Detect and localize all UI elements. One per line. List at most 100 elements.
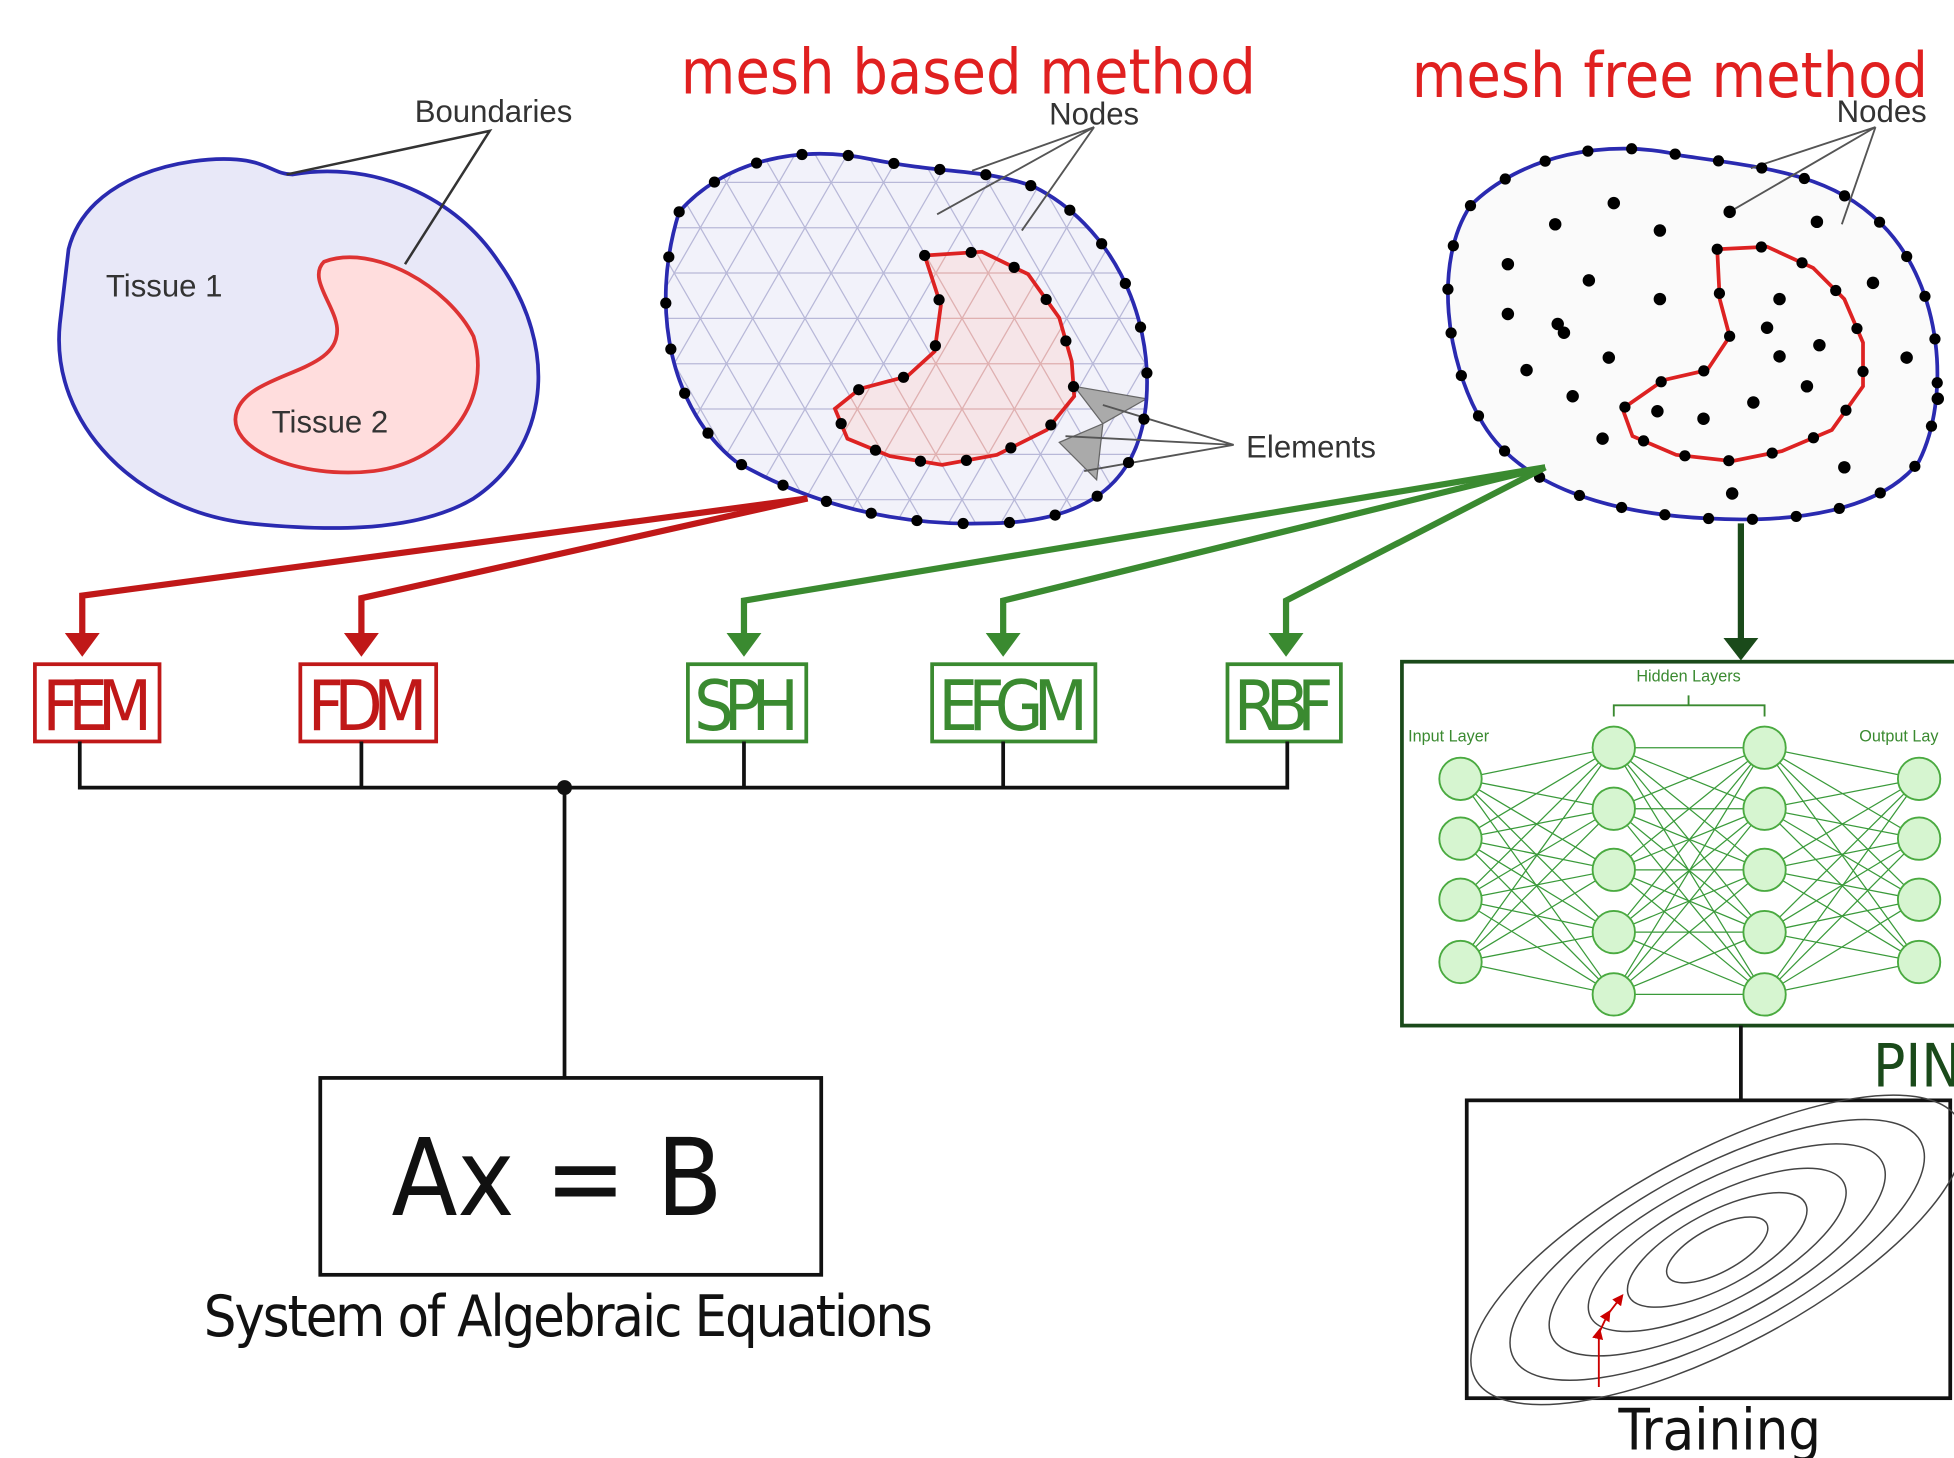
mesh-edge <box>856 318 885 365</box>
mesh-edge <box>752 408 780 455</box>
node <box>1003 516 1016 529</box>
node <box>1723 205 1736 219</box>
node <box>919 249 931 262</box>
mesh-edge <box>1250 364 1276 409</box>
method-box <box>686 662 809 744</box>
connection <box>1613 808 1766 995</box>
mesh-edge <box>700 545 726 590</box>
mesh-edge <box>727 545 753 590</box>
method: SPH <box>694 666 799 747</box>
node <box>1049 509 1061 521</box>
mesh-edge <box>882 227 911 274</box>
mesh-edge <box>778 153 806 183</box>
mesh-edge <box>648 182 674 227</box>
node <box>1447 240 1459 252</box>
mesh-edge <box>1119 137 1145 182</box>
mesh-edge <box>882 318 911 365</box>
node <box>1929 333 1941 345</box>
mesh-edge <box>1013 318 1042 365</box>
mesh-edge <box>752 318 780 365</box>
mesh-edge <box>699 182 728 229</box>
mesh-edge <box>961 408 989 455</box>
node <box>1712 155 1725 167</box>
mesh-edge <box>1144 153 1148 183</box>
mesh-edge <box>1066 318 1094 365</box>
mesh-edge <box>1013 363 1042 410</box>
mesh-edge <box>1171 182 1197 227</box>
mesh-edge <box>1144 272 1148 319</box>
connection <box>1460 747 1615 901</box>
mesh-edge <box>1093 137 1119 182</box>
mesh-edge <box>622 228 648 273</box>
mesh-edge <box>725 408 754 455</box>
label: Hidden Layers <box>1636 668 1740 686</box>
node <box>1851 322 1863 335</box>
node <box>960 454 973 467</box>
mesh-edge <box>1224 318 1250 363</box>
node <box>842 149 854 162</box>
junction <box>557 780 572 796</box>
mesh-edge <box>1198 318 1224 363</box>
label: Output Lay <box>1859 727 1939 745</box>
neuron <box>1742 725 1787 770</box>
nodes <box>660 143 1945 530</box>
node <box>702 427 714 439</box>
node <box>673 206 685 218</box>
mesh-edge <box>673 272 701 319</box>
mesh-edge <box>778 408 806 455</box>
node <box>1756 162 1768 174</box>
mesh-edge <box>1250 273 1276 318</box>
method: EFGM <box>938 666 1088 747</box>
mesh-edge <box>961 318 989 365</box>
neuron <box>1896 877 1942 922</box>
leader <box>1729 126 1877 225</box>
node <box>853 384 865 396</box>
mesh-edge <box>1040 363 1068 410</box>
neuron <box>1896 756 1942 801</box>
mesh-edge <box>1092 272 1120 319</box>
connection <box>1764 778 1920 995</box>
node <box>1838 461 1851 474</box>
mesh-edge <box>962 545 988 590</box>
node <box>1702 512 1715 525</box>
mesh-edge <box>1224 228 1250 273</box>
mesh-edge <box>1224 182 1250 227</box>
node <box>1798 172 1810 185</box>
node <box>663 251 675 263</box>
neuron <box>1591 910 1636 955</box>
mesh-edge <box>778 363 806 410</box>
node <box>1919 290 1931 302</box>
mesh-edge <box>1250 364 1276 409</box>
title: mesh free method <box>1412 39 1928 112</box>
connection <box>1764 838 1920 871</box>
mesh-edge <box>665 408 675 455</box>
mesh-edge <box>1250 182 1276 227</box>
mesh-edge <box>804 182 832 229</box>
label: Input Layer <box>1408 727 1490 745</box>
mesh-edge <box>674 454 700 499</box>
mesh-edge <box>1224 137 1250 182</box>
node <box>1119 277 1131 290</box>
mesh-edge <box>1119 228 1145 273</box>
node <box>957 517 969 530</box>
mesh-edge <box>882 408 911 455</box>
mesh-edge <box>622 409 648 454</box>
node <box>1773 292 1786 306</box>
mesh-edge <box>804 318 832 365</box>
node <box>1925 420 1938 432</box>
mesh-edge <box>1093 182 1119 227</box>
leader <box>286 129 493 265</box>
mesh-edge <box>856 182 885 229</box>
mesh-edge <box>648 545 674 590</box>
mesh-edge <box>1198 182 1224 227</box>
node <box>1005 442 1017 454</box>
node <box>1520 363 1533 377</box>
node <box>1724 330 1736 342</box>
arrows <box>740 464 1547 639</box>
mesh-edge <box>987 408 1015 455</box>
equation-box <box>318 1076 824 1277</box>
mesh-edge <box>935 408 963 455</box>
neuron <box>1742 972 1787 1017</box>
node <box>1138 413 1150 425</box>
node <box>888 157 900 170</box>
